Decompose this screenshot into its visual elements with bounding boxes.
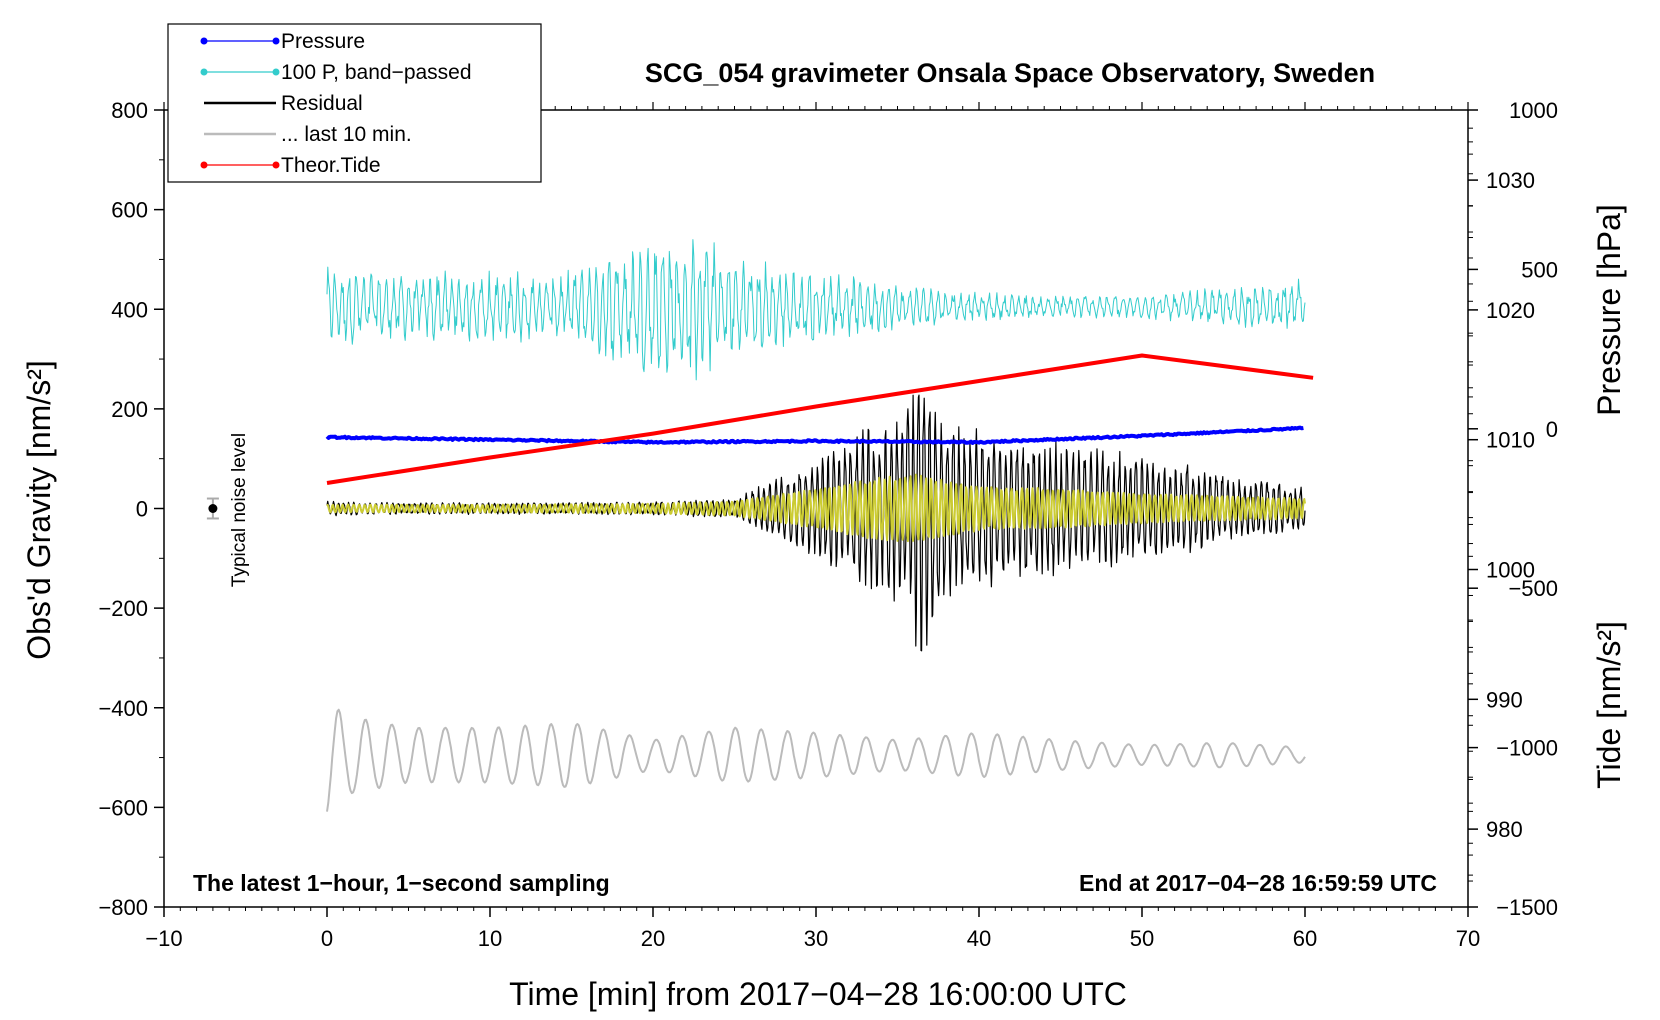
legend-label: 100 P, band−passed	[281, 61, 472, 84]
series-band-passed-pressure	[326, 239, 1306, 381]
y-tick-label: 200	[111, 397, 148, 422]
end-time-annotation: End at 2017−04−28 16:59:59 UTC	[1079, 870, 1437, 896]
series-pressure	[325, 425, 1304, 445]
legend: Pressure 100 P, band−passed Residual ... la…	[167, 23, 542, 183]
x-tick-label: 30	[804, 926, 828, 951]
y-axis-label-left: Obs'd Gravity [nm/s²]	[21, 360, 57, 660]
tide-tick-label: −1000	[1496, 736, 1558, 761]
legend-label: Theor.Tide	[281, 154, 381, 177]
legend-marker	[200, 37, 208, 45]
pressure-tick-label: 1000	[1486, 558, 1535, 583]
y-axis-label-pressure: Pressure [hPa]	[1591, 204, 1627, 416]
x-tick-label: 70	[1456, 926, 1480, 951]
tide-tick-label: −500	[1508, 576, 1558, 601]
series-residual-band-passed	[326, 473, 1306, 543]
tide-tick-label: 0	[1546, 417, 1558, 442]
pressure-tick-label: 1030	[1486, 168, 1535, 193]
chart-title: SCG_054 gravimeter Onsala Space Observat…	[645, 58, 1375, 88]
y-tick-label: 600	[111, 198, 148, 223]
x-tick-label: 10	[478, 926, 502, 951]
legend-label: Pressure	[281, 30, 365, 53]
legend-label: Residual	[281, 92, 363, 115]
x-tick-label: −10	[145, 926, 182, 951]
legend-marker	[200, 68, 208, 76]
sampling-annotation: The latest 1−hour, 1−second sampling	[193, 870, 610, 896]
series-last-10-min	[326, 708, 1306, 812]
y-tick-label: 0	[136, 497, 148, 522]
series-theoretical-tide	[326, 353, 1314, 485]
y-axis-label-tide: Tide [nm/s²]	[1591, 621, 1627, 789]
pressure-tick-label: 1020	[1486, 298, 1535, 323]
legend-label: ... last 10 min.	[281, 123, 412, 146]
pressure-tick-label: 980	[1486, 817, 1523, 842]
x-tick-label: 50	[1130, 926, 1154, 951]
legend-marker	[200, 161, 208, 169]
y-tick-label: −800	[98, 895, 148, 920]
y-tick-label: −200	[98, 596, 148, 621]
pressure-tick-label: 990	[1486, 687, 1523, 712]
x-tick-label: 60	[1293, 926, 1317, 951]
legend-marker	[272, 68, 280, 76]
y-tick-label: −600	[98, 795, 148, 820]
y-tick-label: 400	[111, 297, 148, 322]
x-tick-label: 20	[641, 926, 665, 951]
x-axis-label: Time [min] from 2017−04−28 16:00:00 UTC	[509, 976, 1127, 1012]
tide-tick-label: 1000	[1509, 98, 1558, 123]
tide-tick-label: −1500	[1496, 895, 1558, 920]
noise-level-label: Typical noise level	[229, 433, 250, 587]
y-tick-label: 800	[111, 98, 148, 123]
y-tick-label: −400	[98, 696, 148, 721]
plot-area	[206, 239, 1314, 812]
legend-marker	[272, 161, 280, 169]
tide-tick-label: 500	[1521, 257, 1558, 282]
legend-marker	[272, 37, 280, 45]
pressure-tick-label: 1010	[1486, 428, 1535, 453]
x-tick-label: 0	[321, 926, 333, 951]
noise-marker-dot	[208, 504, 218, 513]
tick-labels: −10 0 10 20 30 40 50 60 70−800−600−400−200020040…	[98, 98, 1558, 951]
x-tick-label: 40	[967, 926, 991, 951]
